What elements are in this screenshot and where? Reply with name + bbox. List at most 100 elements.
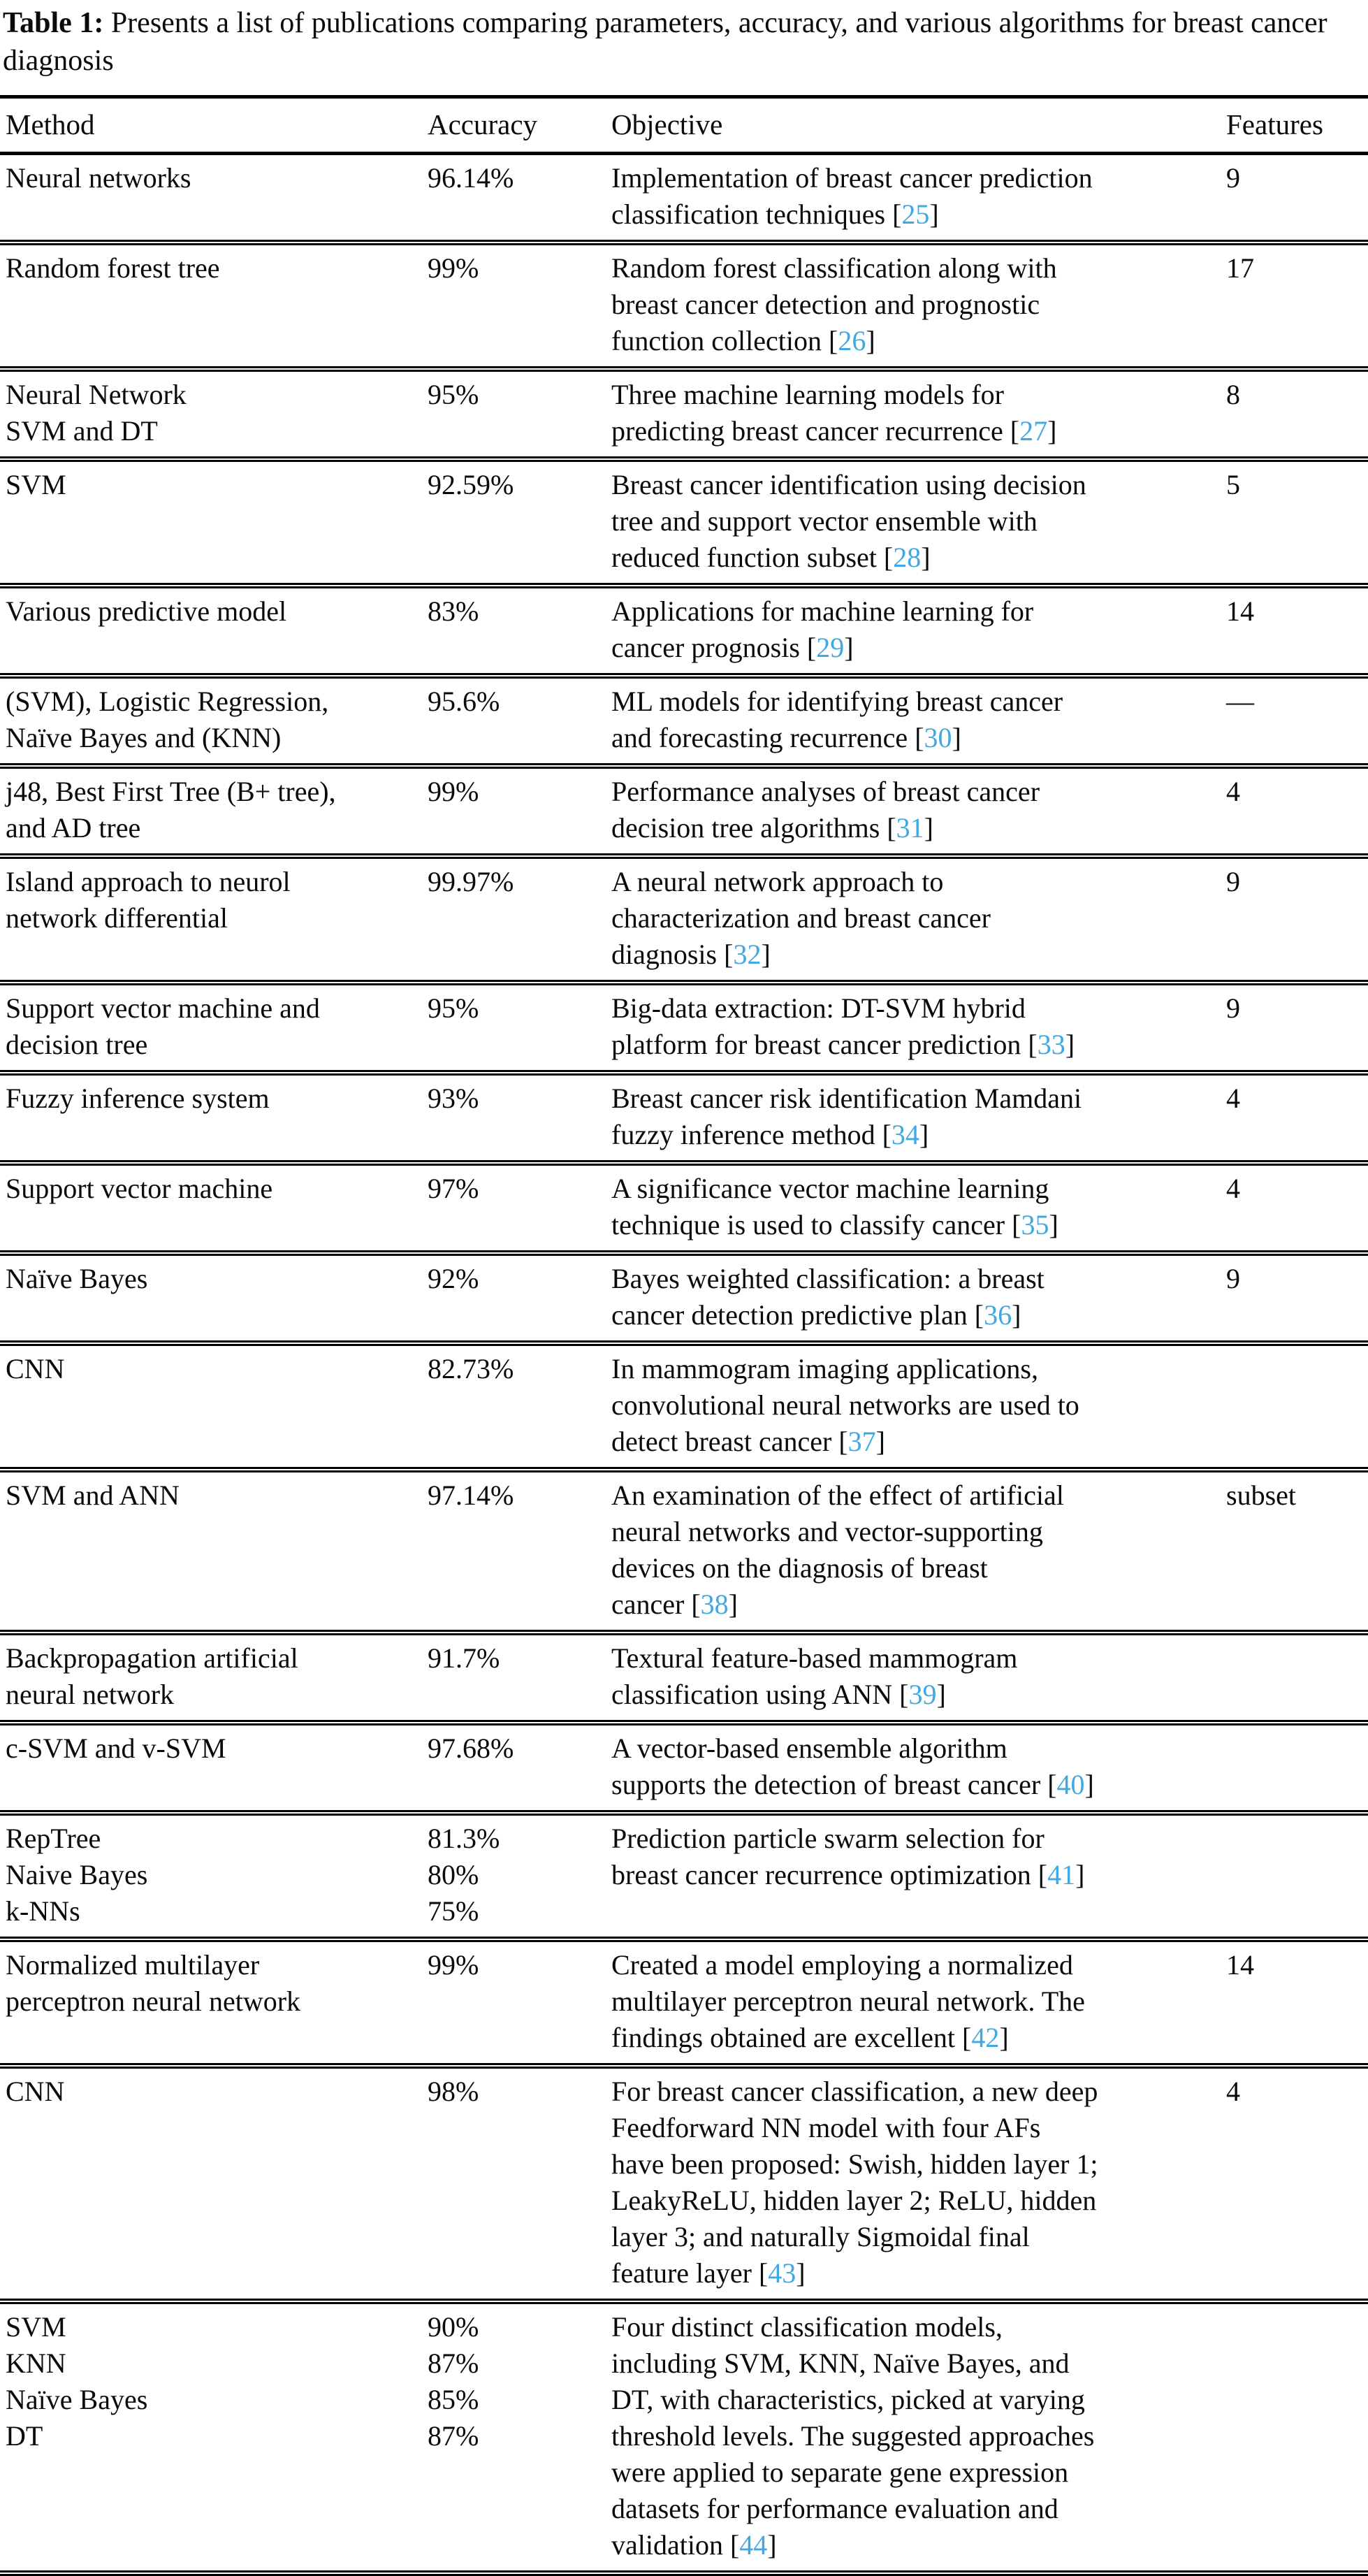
table-row: j48, Best First Tree (B+ tree), and AD tr… <box>0 763 1368 856</box>
citation-link[interactable]: 27 <box>1019 415 1048 447</box>
method-cell: Support vector machine and decision tree <box>0 980 428 1073</box>
citation-link[interactable]: 30 <box>924 722 952 753</box>
cell-line: convolutional neural networks are used t… <box>611 1389 1079 1421</box>
cell-line: findings obtained are excellent [42] <box>611 2022 1009 2053</box>
citation-link[interactable]: 29 <box>816 632 845 663</box>
table-row: Fuzzy inference system 93% Breast cancer r… <box>0 1070 1368 1163</box>
citation-link[interactable]: 39 <box>908 1679 937 1710</box>
cell-line: 99% <box>428 776 479 807</box>
citation-link[interactable]: 25 <box>901 198 930 230</box>
accuracy-cell: 82.73% <box>428 1340 611 1470</box>
cell-line: 4 <box>1226 1083 1240 1114</box>
cell-line: 98% <box>428 2076 479 2107</box>
accuracy-cell: 97.68% <box>428 1720 611 1813</box>
cell-line: 95.6% <box>428 686 500 717</box>
table-row: SVM KNN Naïve Bayes DT 90% 87% 85% 87% Four dist… <box>0 2299 1368 2573</box>
citation-link[interactable]: 43 <box>768 2257 796 2289</box>
method-cell: Normalized multilayer perceptron neural n… <box>0 1937 428 2066</box>
citation-link[interactable]: 28 <box>893 542 922 573</box>
cell-line: Naïve Bayes <box>6 2384 148 2415</box>
cell-line: ML models for identifying breast cancer <box>611 686 1063 717</box>
cell-line: 80% <box>428 1859 479 1890</box>
citation-link[interactable]: 34 <box>891 1119 919 1150</box>
citation-link[interactable]: 44 <box>739 2529 768 2561</box>
accuracy-cell: 92.59% <box>428 456 611 586</box>
features-cell: 9 <box>1226 154 1368 243</box>
method-cell: Island approach to neurol network differe… <box>0 853 428 983</box>
features-cell: 4 <box>1226 1160 1368 1253</box>
features-cell <box>1226 1630 1368 1723</box>
cell-line: layer 3; and naturally Sigmoidal final <box>611 2221 1030 2252</box>
cell-line: multilayer perceptron neural network. Th… <box>611 1985 1085 2017</box>
cell-line: characterization and breast cancer <box>611 902 991 934</box>
citation-link[interactable]: 37 <box>847 1426 876 1457</box>
cell-line: c-SVM and v-SVM <box>6 1732 226 1764</box>
cell-line: decision tree <box>6 1029 148 1060</box>
accuracy-cell: 93% <box>428 1070 611 1163</box>
publications-table: Method Accuracy Objective Features Neura… <box>0 95 1368 2576</box>
citation-link[interactable]: 31 <box>896 812 924 844</box>
cell-line: Three machine learning models for <box>611 379 1004 410</box>
method-cell: Support vector machine <box>0 1160 428 1253</box>
table-row: SVM 92.59% Breast cancer identification us… <box>0 456 1368 586</box>
cell-line: and forecasting recurrence [30] <box>611 722 961 753</box>
accuracy-cell: 90% 87% 85% 87% <box>428 2299 611 2573</box>
method-cell: Naïve Bayes <box>0 1250 428 1343</box>
table-row: Support vector machine and decision tree 9… <box>0 980 1368 1073</box>
method-cell: RepTree Naive Bayes k-NNs <box>0 1810 428 1939</box>
features-cell <box>1226 2299 1368 2573</box>
accuracy-cell: 99.97% <box>428 853 611 983</box>
cell-line: Prediction particle swarm selection for <box>611 1823 1045 1854</box>
citation-link[interactable]: 41 <box>1047 1859 1076 1890</box>
cell-line: classification techniques [25] <box>611 198 939 230</box>
citation-link[interactable]: 36 <box>984 1299 1012 1331</box>
citation-link[interactable]: 32 <box>733 939 762 970</box>
cell-line: In mammogram imaging applications, <box>611 1353 1038 1384</box>
citation-link[interactable]: 33 <box>1037 1029 1065 1060</box>
cell-line: decision tree algorithms [31] <box>611 812 933 844</box>
cell-line: 4 <box>1226 2076 1240 2107</box>
cell-line: 97.68% <box>428 1732 514 1764</box>
method-cell: Neural networks <box>0 154 428 243</box>
citation-link[interactable]: 35 <box>1021 1209 1049 1240</box>
cell-line: reduced function subset [28] <box>611 542 931 573</box>
header-row: Method Accuracy Objective Features <box>0 96 1368 155</box>
method-cell: SVM KNN Naïve Bayes DT <box>0 2299 428 2573</box>
objective-cell: Breast cancer identification using decis… <box>611 456 1226 586</box>
method-cell: Backpropagation artificial neural network <box>0 1630 428 1723</box>
citation-link[interactable]: 38 <box>700 1589 729 1620</box>
citation-link[interactable]: 40 <box>1056 1769 1085 1800</box>
cell-line: Fuzzy inference system <box>6 1083 270 1114</box>
objective-cell: Applications for machine learning for can… <box>611 583 1226 676</box>
cell-line: 90% <box>428 2311 479 2343</box>
accuracy-cell: 91.7% <box>428 1630 611 1723</box>
cell-line: Performance analyses of breast cancer <box>611 776 1040 807</box>
table-row: Normalized multilayer perceptron neural n… <box>0 1937 1368 2066</box>
features-cell <box>1226 1340 1368 1470</box>
cell-line: Naive Bayes <box>6 1859 148 1890</box>
cell-line: Random forest classification along with <box>611 252 1057 284</box>
accuracy-cell: 92% <box>428 1250 611 1343</box>
accuracy-cell: 99% <box>428 240 611 369</box>
cell-line: network differential <box>6 902 228 934</box>
cell-line: predicting breast cancer recurrence [27] <box>611 415 1057 447</box>
cell-line: 9 <box>1226 162 1240 194</box>
objective-cell: Implementation of breast cancer predicti… <box>611 154 1226 243</box>
accuracy-cell: 97.14% <box>428 1467 611 1633</box>
cell-line: 95% <box>428 992 479 1024</box>
cell-line: have been proposed: Swish, hidden layer … <box>611 2148 1098 2180</box>
citation-link[interactable]: 42 <box>971 2022 1000 2053</box>
cell-line: Naïve Bayes and (KNN) <box>6 722 282 753</box>
cell-line: and AD tree <box>6 812 141 844</box>
features-cell <box>1226 1720 1368 1813</box>
cell-line: Naïve Bayes <box>6 1263 148 1294</box>
cell-line: cancer detection predictive plan [36] <box>611 1299 1021 1331</box>
cell-line: Various predictive model <box>6 595 287 627</box>
objective-cell: Performance analyses of breast cancer dec… <box>611 763 1226 856</box>
citation-link[interactable]: 26 <box>838 325 866 356</box>
features-cell: 9 <box>1226 853 1368 983</box>
objective-cell: For breast cancer classification, a new … <box>611 2063 1226 2301</box>
cell-line: classification using ANN [39] <box>611 1679 946 1710</box>
cell-line: cancer [38] <box>611 1589 738 1620</box>
cell-line: Random forest tree <box>6 252 220 284</box>
